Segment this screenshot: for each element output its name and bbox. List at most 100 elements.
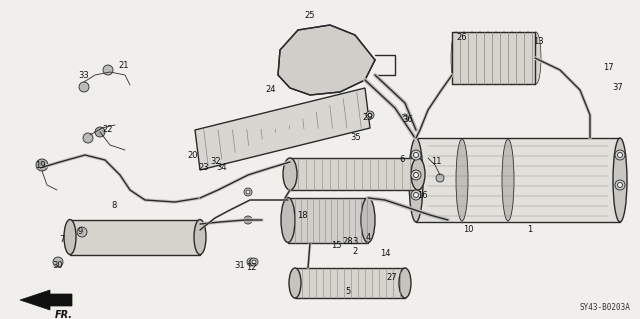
- Text: 9: 9: [77, 227, 83, 236]
- Ellipse shape: [64, 219, 76, 255]
- Text: 30: 30: [52, 261, 63, 270]
- Text: 7: 7: [60, 235, 65, 244]
- Ellipse shape: [77, 227, 87, 237]
- Ellipse shape: [252, 260, 256, 264]
- Bar: [290, 158, 418, 190]
- Ellipse shape: [95, 127, 105, 137]
- Text: 10: 10: [463, 226, 473, 234]
- Ellipse shape: [79, 82, 89, 92]
- Text: 32: 32: [211, 158, 221, 167]
- Text: 35: 35: [351, 133, 362, 143]
- Text: 24: 24: [266, 85, 276, 94]
- Ellipse shape: [502, 139, 514, 221]
- Ellipse shape: [411, 170, 421, 180]
- Text: 25: 25: [305, 11, 316, 19]
- Text: 27: 27: [387, 273, 397, 283]
- Ellipse shape: [499, 32, 509, 84]
- Ellipse shape: [289, 268, 301, 298]
- Text: 37: 37: [612, 84, 623, 93]
- Polygon shape: [20, 290, 72, 310]
- Ellipse shape: [456, 139, 468, 221]
- Text: 23: 23: [198, 164, 209, 173]
- Ellipse shape: [411, 150, 421, 160]
- Ellipse shape: [399, 268, 411, 298]
- Text: 4: 4: [365, 234, 371, 242]
- Text: 22: 22: [103, 125, 113, 135]
- Ellipse shape: [366, 111, 374, 119]
- Ellipse shape: [244, 216, 252, 224]
- Ellipse shape: [523, 32, 533, 84]
- Text: 31: 31: [235, 261, 245, 270]
- Ellipse shape: [403, 116, 407, 120]
- Ellipse shape: [436, 174, 444, 182]
- Ellipse shape: [531, 32, 541, 84]
- Text: 15: 15: [331, 241, 341, 249]
- Bar: [416, 138, 620, 222]
- Text: 18: 18: [297, 211, 307, 219]
- Ellipse shape: [413, 152, 419, 158]
- Text: 33: 33: [79, 70, 90, 79]
- Ellipse shape: [411, 190, 421, 200]
- Polygon shape: [195, 88, 370, 170]
- Ellipse shape: [467, 32, 477, 84]
- Ellipse shape: [361, 197, 375, 242]
- Text: FR.: FR.: [55, 310, 73, 319]
- Text: 14: 14: [380, 249, 390, 257]
- Ellipse shape: [459, 32, 469, 84]
- Ellipse shape: [618, 152, 623, 158]
- Text: 19: 19: [35, 160, 45, 169]
- Ellipse shape: [409, 138, 423, 222]
- Ellipse shape: [507, 32, 517, 84]
- Bar: [452, 32, 535, 84]
- Text: 34: 34: [217, 164, 227, 173]
- Ellipse shape: [515, 32, 525, 84]
- Text: 5: 5: [346, 286, 351, 295]
- Text: 11: 11: [431, 158, 441, 167]
- Ellipse shape: [244, 188, 252, 196]
- Bar: [70, 220, 200, 255]
- Ellipse shape: [615, 180, 625, 190]
- Text: 1: 1: [527, 226, 532, 234]
- Text: 16: 16: [417, 191, 428, 201]
- Bar: [288, 198, 368, 243]
- Text: 13: 13: [532, 38, 543, 47]
- Text: 21: 21: [119, 61, 129, 70]
- Ellipse shape: [246, 190, 250, 194]
- Ellipse shape: [491, 32, 501, 84]
- Ellipse shape: [83, 133, 93, 143]
- Polygon shape: [278, 25, 375, 95]
- Ellipse shape: [246, 218, 250, 222]
- Ellipse shape: [250, 258, 258, 266]
- Ellipse shape: [36, 159, 48, 171]
- Text: 26: 26: [457, 33, 467, 42]
- Ellipse shape: [413, 192, 419, 197]
- Text: 36: 36: [403, 115, 413, 124]
- Ellipse shape: [411, 158, 425, 190]
- Bar: [295, 268, 405, 298]
- Ellipse shape: [281, 197, 295, 242]
- Text: 12: 12: [246, 263, 256, 272]
- Ellipse shape: [475, 32, 485, 84]
- Text: 6: 6: [399, 155, 404, 165]
- Text: 2: 2: [353, 248, 358, 256]
- Text: 8: 8: [111, 201, 116, 210]
- Text: 17: 17: [603, 63, 613, 72]
- Ellipse shape: [53, 257, 63, 267]
- Ellipse shape: [103, 65, 113, 75]
- Ellipse shape: [368, 113, 372, 117]
- Ellipse shape: [483, 32, 493, 84]
- Text: 29: 29: [363, 114, 373, 122]
- Ellipse shape: [249, 260, 253, 264]
- Text: SY43-B0203A: SY43-B0203A: [579, 303, 630, 312]
- Ellipse shape: [247, 258, 255, 266]
- Ellipse shape: [194, 219, 206, 255]
- Ellipse shape: [615, 150, 625, 160]
- Ellipse shape: [401, 114, 409, 122]
- Ellipse shape: [283, 158, 297, 190]
- Ellipse shape: [413, 173, 419, 177]
- Ellipse shape: [618, 182, 623, 188]
- Text: 3: 3: [352, 238, 358, 247]
- Text: 20: 20: [188, 151, 198, 160]
- Text: 28: 28: [342, 238, 353, 247]
- Ellipse shape: [451, 32, 461, 84]
